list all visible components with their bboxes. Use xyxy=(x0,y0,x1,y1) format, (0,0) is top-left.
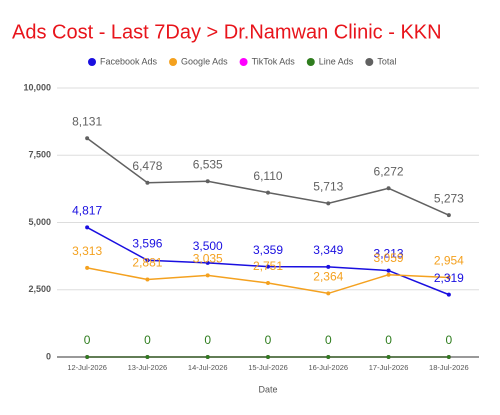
data-label: 3,059 xyxy=(374,251,404,265)
data-label: 0 xyxy=(144,333,151,347)
point xyxy=(85,265,90,270)
point xyxy=(85,136,90,141)
x-axis-title: Date xyxy=(258,384,277,394)
point xyxy=(145,180,150,185)
y-tick-label: 7,500 xyxy=(28,150,51,160)
legend-label: Google Ads xyxy=(181,56,228,66)
point xyxy=(145,277,150,282)
x-tick-label: 13-Jul-2026 xyxy=(128,363,168,372)
legend-marker xyxy=(239,58,248,66)
point xyxy=(266,280,270,285)
data-label: 6,478 xyxy=(132,159,162,173)
point xyxy=(145,258,150,263)
legend-marker xyxy=(88,58,96,66)
y-tick-label: 10,000 xyxy=(23,82,51,92)
data-label: 3,213 xyxy=(374,247,404,261)
data-label: 5,273 xyxy=(434,191,464,205)
point xyxy=(446,292,451,297)
data-label: 0 xyxy=(84,333,91,347)
data-label: 3,313 xyxy=(72,244,102,258)
point xyxy=(266,355,270,359)
point xyxy=(446,355,451,359)
point xyxy=(326,201,331,206)
data-label: 3,035 xyxy=(193,252,223,266)
y-tick-label: 0 xyxy=(46,351,51,361)
point xyxy=(205,260,210,265)
point xyxy=(326,291,331,296)
point xyxy=(386,268,391,273)
point xyxy=(386,355,391,359)
point xyxy=(446,213,451,218)
data-label: 8,131 xyxy=(72,114,102,128)
point xyxy=(205,179,210,184)
data-label: 2,751 xyxy=(253,259,283,273)
data-label: 2,364 xyxy=(313,270,343,284)
legend-label: Line Ads xyxy=(319,56,354,66)
data-label: 3,596 xyxy=(132,236,162,250)
chart-title: Ads Cost - Last 7Day > Dr.Namwan Clinic … xyxy=(12,21,442,43)
y-tick-label: 2,500 xyxy=(28,284,51,294)
point xyxy=(205,355,210,359)
data-label: 0 xyxy=(446,333,453,347)
data-label: 0 xyxy=(265,333,272,347)
point xyxy=(85,355,90,359)
legend-marker xyxy=(365,58,374,66)
x-tick-label: 18-Jul-2026 xyxy=(429,363,469,372)
point xyxy=(85,225,90,230)
point xyxy=(145,355,150,359)
data-label: 5,713 xyxy=(313,179,343,193)
x-tick-label: 12-Jul-2026 xyxy=(67,363,107,372)
x-tick-label: 15-Jul-2026 xyxy=(248,363,288,372)
data-label: 3,349 xyxy=(313,243,343,257)
data-label: 0 xyxy=(385,333,392,347)
point xyxy=(386,272,391,277)
y-tick-label: 5,000 xyxy=(28,217,51,227)
x-tick-label: 17-Jul-2026 xyxy=(369,363,409,372)
legend-label: Facebook Ads xyxy=(100,56,158,66)
point xyxy=(266,264,270,269)
point xyxy=(326,264,331,269)
legend-marker xyxy=(306,58,315,66)
point xyxy=(326,355,331,359)
data-label: 6,535 xyxy=(193,157,223,171)
data-label: 3,500 xyxy=(193,239,223,253)
point xyxy=(266,190,270,195)
point xyxy=(205,273,210,278)
legend-marker xyxy=(169,58,178,66)
data-label: 6,110 xyxy=(253,169,282,183)
x-tick-label: 14-Jul-2026 xyxy=(188,363,228,372)
legend-label: Total xyxy=(377,56,396,66)
legend-label: TikTok Ads xyxy=(252,56,296,66)
point xyxy=(386,186,391,191)
data-label: 3,359 xyxy=(253,243,283,257)
data-label: 0 xyxy=(204,333,211,347)
data-label: 2,319 xyxy=(434,271,464,285)
data-label: 6,272 xyxy=(374,164,404,178)
data-label: 2,954 xyxy=(434,254,464,268)
x-tick-label: 16-Jul-2026 xyxy=(308,363,348,372)
point xyxy=(446,275,451,280)
data-label: 0 xyxy=(325,333,332,347)
data-label: 4,817 xyxy=(72,204,102,218)
data-label: 2,881 xyxy=(132,256,162,270)
